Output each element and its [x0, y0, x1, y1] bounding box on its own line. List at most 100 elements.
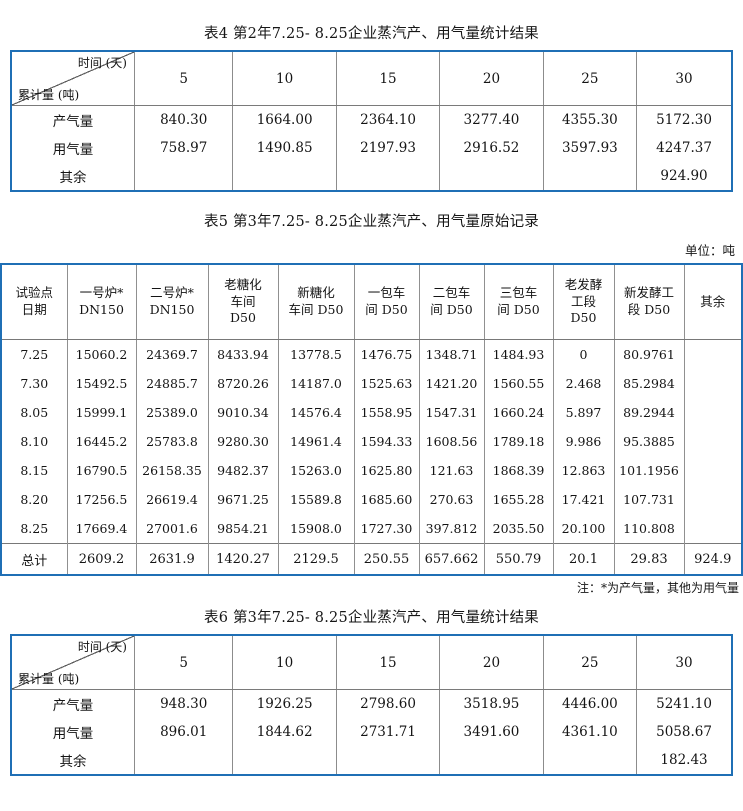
- table5-total-cell: 924.9: [683, 543, 742, 575]
- header-line: D50: [230, 310, 256, 326]
- table5-cell: 8720.26: [207, 369, 279, 398]
- header-line: DN150: [79, 302, 124, 317]
- table5-cell: 27001.6: [135, 514, 209, 544]
- table5-cell: 1421.20: [418, 369, 485, 398]
- diagonal-divider-icon: [12, 636, 134, 689]
- table5-col-header-1: 一号炉* DN150: [66, 264, 137, 340]
- table4-cell: [439, 162, 544, 191]
- header-line: 车间 D50: [288, 302, 344, 317]
- table5-cell: 25389.0: [135, 398, 209, 427]
- table5: 试验点 日期 一号炉* DN150 二号炉* DN150 老糖化 车间 D50: [0, 263, 743, 576]
- table5-title: 表5 第3年7.25- 8.25企业蒸汽产、用气量原始记录: [204, 214, 539, 230]
- header-line: 新糖化: [297, 285, 335, 301]
- table4-title: 表4 第2年7.25- 8.25企业蒸汽产、用气量统计结果: [204, 26, 539, 42]
- table6-cell: 896.01: [133, 718, 234, 746]
- table5-cell: 14961.4: [277, 427, 355, 456]
- table6-cell: 2798.60: [335, 689, 441, 718]
- table5-cell: 26619.4: [135, 485, 209, 514]
- table5-col-header-2: 二号炉* DN150: [135, 264, 209, 340]
- table5-cell: 121.63: [418, 456, 485, 485]
- table5-cell: 1560.55: [483, 369, 554, 398]
- table5-cell: 397.812: [418, 514, 485, 544]
- table5-note: 注：*为产气量，其他为用气量: [576, 581, 739, 595]
- table6-cell: 4361.10: [542, 718, 638, 746]
- table4-cell: 2197.93: [335, 134, 441, 162]
- table4-cell: 758.97: [133, 134, 234, 162]
- table5-cell: 7.25: [1, 339, 68, 369]
- table5-cell: 9854.21: [207, 514, 279, 544]
- table4-cell: 1490.85: [232, 134, 337, 162]
- table5-total-cell: 250.55: [353, 543, 420, 575]
- table5-cell: 1558.95: [353, 398, 420, 427]
- table5-cell: 25783.8: [135, 427, 209, 456]
- table5-cell: 107.731: [613, 485, 685, 514]
- table5-cell: 1525.63: [353, 369, 420, 398]
- table5-cell: 101.1956: [613, 456, 685, 485]
- table6-row-label: 其余: [11, 746, 135, 775]
- table-row: 8.20 17256.5 26619.4 9671.25 15589.8 168…: [1, 485, 742, 514]
- header-line: 日期: [21, 302, 47, 317]
- table5-total-cell: 2609.2: [66, 543, 137, 575]
- table5-cell: 85.2984: [613, 369, 685, 398]
- table5-total-cell: 1420.27: [207, 543, 279, 575]
- table5-cell: 80.9761: [613, 339, 685, 369]
- table4-cell: 2364.10: [335, 105, 441, 134]
- table4-col-header: 5: [133, 51, 234, 106]
- table5-cell: 15263.0: [277, 456, 355, 485]
- table5-cell: 1594.33: [353, 427, 420, 456]
- header-line: 段 D50: [627, 302, 671, 317]
- table6-cell: 182.43: [636, 746, 732, 775]
- table4-col-header: 10: [232, 51, 337, 106]
- table5-cell: 1685.60: [353, 485, 420, 514]
- table5-col-header-9: 新发酵工 段 D50: [613, 264, 685, 340]
- table-row: 7.30 15492.5 24885.7 8720.26 14187.0 152…: [1, 369, 742, 398]
- table5-cell: 15999.1: [66, 398, 137, 427]
- table6-col-header: 20: [439, 635, 544, 690]
- table6-cell: 5241.10: [636, 689, 732, 718]
- table6-cell: 948.30: [133, 689, 234, 718]
- table5-total-cell: 2129.5: [277, 543, 355, 575]
- table5-cell: 1868.39: [483, 456, 554, 485]
- header-line: 试验点: [15, 285, 53, 301]
- table5-cell: 8433.94: [207, 339, 279, 369]
- table5-cell: 2.468: [552, 369, 615, 398]
- table4-cell: [232, 162, 337, 191]
- table5-cell: 8.25: [1, 514, 68, 544]
- table4-cell: 1664.00: [232, 105, 337, 134]
- table4-row-label: 产气量: [11, 105, 135, 134]
- table5-cell: [683, 514, 742, 544]
- table5-cell: 8.20: [1, 485, 68, 514]
- table6-col-header: 15: [335, 635, 441, 690]
- table5-header-row: 试验点 日期 一号炉* DN150 二号炉* DN150 老糖化 车间 D50: [1, 264, 742, 340]
- table6-cell: 3491.60: [439, 718, 544, 746]
- table6-cell: [133, 746, 234, 775]
- table4-col-header: 20: [439, 51, 544, 106]
- table6: 时间 (天) 累计量 (吨) 5 10 15 20 25 30 产气量 948.…: [10, 634, 733, 776]
- table5-cell: 14576.4: [277, 398, 355, 427]
- header-line: 三包车: [499, 285, 538, 301]
- table5-cell: [683, 339, 742, 369]
- table5-cell: 9482.37: [207, 456, 279, 485]
- table5-unit-label: 单位：吨: [684, 243, 735, 258]
- table4-cell: 924.90: [636, 162, 732, 191]
- table4-row-label: 用气量: [11, 134, 135, 162]
- table5-cell: 5.897: [552, 398, 615, 427]
- table4-corner-bottom-label: 累计量 (吨): [18, 88, 80, 102]
- table6-corner-cell: 时间 (天) 累计量 (吨): [11, 635, 135, 690]
- table5-cell: 15589.8: [277, 485, 355, 514]
- table-row: 7.25 15060.2 24369.7 8433.94 13778.5 147…: [1, 339, 742, 369]
- header-line: 新发酵工: [623, 285, 674, 301]
- table5-cell: 24885.7: [135, 369, 209, 398]
- table6-title: 表6 第3年7.25- 8.25企业蒸汽产、用气量统计结果: [204, 610, 539, 626]
- table6-col-header: 10: [232, 635, 337, 690]
- table5-col-header-3: 老糖化 车间 D50: [207, 264, 279, 340]
- table5-cell: 16790.5: [66, 456, 137, 485]
- table5-total-cell: 2631.9: [135, 543, 209, 575]
- table5-cell: 1547.31: [418, 398, 485, 427]
- table4-cell: 4247.37: [636, 134, 732, 162]
- table5-col-header-5: 一包车 间 D50: [353, 264, 420, 340]
- table5-col-header-8: 老发酵 工段 D50: [552, 264, 615, 340]
- table5-col-header-10: 其余: [683, 264, 742, 340]
- table6-cell: [542, 746, 638, 775]
